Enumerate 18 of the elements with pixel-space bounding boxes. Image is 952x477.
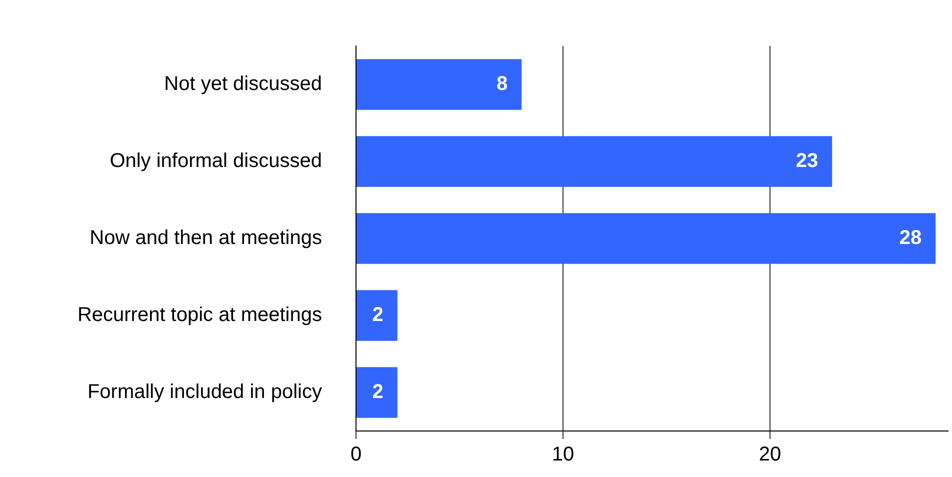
x-tick-label: 0 [350, 444, 362, 466]
data-label: 8 [496, 73, 508, 96]
data-label: 2 [372, 304, 384, 326]
bar [356, 136, 832, 187]
bar [356, 59, 522, 110]
data-label: 28 [899, 227, 922, 250]
x-tick-label: 10 [552, 444, 574, 466]
y-tick-label: Formally included in policy [87, 381, 322, 404]
y-tick-label: Not yet discussed [164, 73, 322, 96]
data-label: 23 [796, 150, 818, 172]
bar [356, 290, 398, 341]
x-tick-label: 20 [758, 444, 782, 466]
y-tick-label: Now and then at meetings [90, 227, 322, 250]
data-label: 2 [372, 381, 384, 404]
y-tick-label: Only informal discussed [110, 150, 322, 172]
bar [356, 367, 398, 418]
y-tick-label: Recurrent topic at meetings [77, 304, 322, 326]
bar [356, 213, 936, 264]
